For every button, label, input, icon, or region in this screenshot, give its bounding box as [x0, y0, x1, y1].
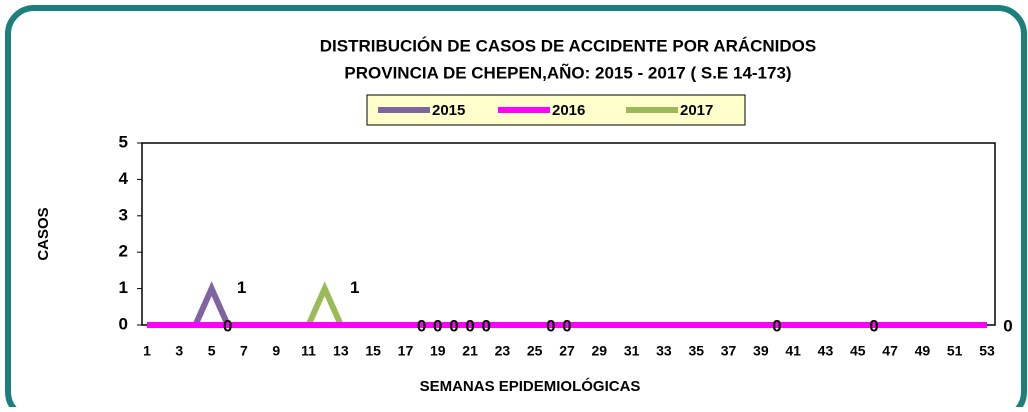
- x-tick-label: 21: [462, 343, 478, 359]
- data-label: 0: [481, 316, 490, 335]
- x-tick-label: 33: [656, 343, 672, 359]
- x-tick-label: 23: [495, 343, 511, 359]
- data-label: 0: [772, 316, 781, 335]
- x-tick-label: 19: [430, 343, 446, 359]
- data-label: 0: [433, 316, 442, 335]
- chart-subtitle: PROVINCIA DE CHEPEN,AÑO: 2015 - 2017 ( S…: [344, 62, 791, 82]
- x-tick-label: 31: [624, 343, 640, 359]
- data-label: 0: [869, 316, 878, 335]
- data-label: 0: [417, 316, 426, 335]
- x-tick-label: 1: [143, 343, 151, 359]
- data-label: 0: [465, 316, 474, 335]
- x-tick-label: 29: [592, 343, 608, 359]
- y-tick-label: 1: [119, 278, 128, 297]
- y-tick-label: 2: [119, 242, 128, 261]
- y-tick-label: 3: [119, 205, 128, 224]
- legend-label: 2017: [680, 102, 713, 119]
- y-tick-label: 0: [119, 314, 128, 333]
- chart-frame: [5, 5, 1027, 412]
- x-tick-label: 53: [979, 343, 995, 359]
- x-tick-label: 27: [559, 343, 575, 359]
- x-tick-label: 17: [398, 343, 414, 359]
- y-tick-label: 4: [119, 169, 129, 188]
- x-tick-label: 9: [272, 343, 280, 359]
- x-tick-label: 5: [208, 343, 216, 359]
- x-tick-label: 7: [240, 343, 248, 359]
- x-tick-label: 11: [301, 343, 316, 359]
- y-axis-title: CASOS: [35, 207, 52, 260]
- x-tick-label: 15: [365, 343, 381, 359]
- data-label: 0: [223, 316, 232, 335]
- x-tick-label: 13: [333, 343, 349, 359]
- x-axis-title: SEMANAS EPIDEMIOLÓGICAS: [420, 377, 641, 395]
- legend-label: 2016: [552, 102, 585, 119]
- x-tick-label: 43: [818, 343, 834, 359]
- data-label: 0: [449, 316, 458, 335]
- legend-label: 2015: [432, 102, 465, 119]
- data-label: 1: [237, 278, 246, 297]
- x-tick-label: 49: [915, 343, 931, 359]
- x-tick-label: 39: [753, 343, 769, 359]
- data-label: 1: [350, 278, 359, 297]
- x-tick-label: 35: [688, 343, 704, 359]
- x-tick-label: 45: [850, 343, 866, 359]
- x-tick-label: 3: [175, 343, 183, 359]
- x-tick-label: 51: [947, 343, 963, 359]
- data-label: 0: [546, 316, 555, 335]
- data-label: 0: [1003, 316, 1012, 335]
- x-tick-label: 25: [527, 343, 543, 359]
- chart-title: DISTRIBUCIÓN DE CASOS DE ACCIDENTE POR A…: [320, 36, 817, 55]
- data-label: 0: [562, 316, 571, 335]
- y-tick-label: 5: [119, 132, 128, 151]
- x-tick-label: 41: [785, 343, 801, 359]
- x-tick-label: 47: [882, 343, 898, 359]
- x-tick-label: 37: [721, 343, 737, 359]
